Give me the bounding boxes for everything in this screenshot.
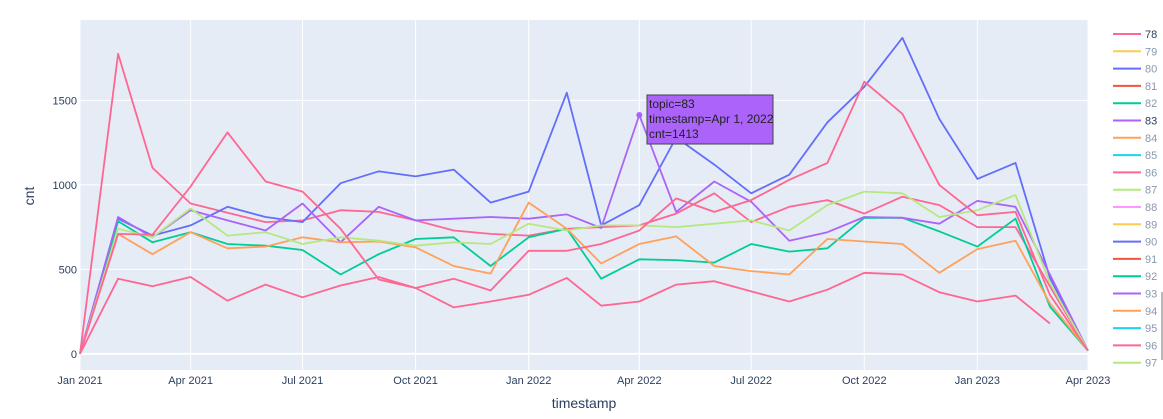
y-tick-labels: 0 500 1000 1500: [53, 95, 77, 361]
hover-point: [636, 112, 643, 119]
tooltip-box: [646, 94, 774, 145]
series-line-84[interactable]: [79, 201, 1089, 355]
legend-label: 87: [1145, 185, 1157, 197]
y-tick-label: 500: [59, 264, 77, 276]
legend-item-93[interactable]: 93: [1113, 289, 1157, 301]
series-line-83[interactable]: [79, 114, 1089, 355]
legend-item-96[interactable]: 96: [1113, 340, 1157, 352]
legend-item-87[interactable]: 87: [1113, 185, 1157, 197]
y-tick-label: 1000: [53, 180, 77, 192]
x-tick-label: Oct 2022: [842, 375, 887, 387]
legend-label: 96: [1145, 340, 1157, 352]
tooltip-line: cnt=1413: [649, 127, 699, 141]
x-tick-label: Apr 2023: [1066, 375, 1111, 387]
legend-label: 84: [1145, 133, 1157, 145]
legend-label: 95: [1145, 323, 1157, 335]
legend-item-84[interactable]: 84: [1113, 133, 1157, 145]
legend-item-80[interactable]: 80: [1113, 64, 1157, 76]
legend-item-82[interactable]: 82: [1113, 98, 1157, 110]
legend-item-85[interactable]: 85: [1113, 150, 1157, 162]
legend-label: 90: [1145, 237, 1157, 249]
series-line-96[interactable]: [79, 80, 1089, 355]
grid-lines: [79, 20, 1089, 370]
x-tick-label: Jan 2023: [955, 375, 1000, 387]
legend-label: 82: [1145, 98, 1157, 110]
series-line-87[interactable]: [79, 190, 1089, 355]
legend-item-89[interactable]: 89: [1113, 219, 1157, 231]
legend-label: 88: [1145, 202, 1157, 214]
y-axis-title: cnt: [21, 187, 37, 206]
legend-item-91[interactable]: 91: [1113, 254, 1157, 266]
y-tick-label: 0: [71, 349, 77, 361]
series-line-86[interactable]: [79, 271, 1051, 355]
legend-label: 89: [1145, 219, 1157, 231]
legend-label: 81: [1145, 81, 1157, 93]
legend-label: 92: [1145, 271, 1157, 283]
series-line-82[interactable]: [79, 216, 1089, 355]
legend-item-88[interactable]: 88: [1113, 202, 1157, 214]
legend-item-95[interactable]: 95: [1113, 323, 1157, 335]
legend-item-79[interactable]: 79: [1113, 46, 1157, 58]
legend-item-81[interactable]: 81: [1113, 81, 1157, 93]
x-tick-label: Jan 2022: [506, 375, 551, 387]
x-tick-label: Apr 2022: [617, 375, 662, 387]
x-axis-title: timestamp: [552, 395, 617, 411]
legend-label: 86: [1145, 167, 1157, 179]
legend-label: 91: [1145, 254, 1157, 266]
legend-label: 80: [1145, 64, 1157, 76]
plot-area: [80, 20, 1088, 370]
series-line-80[interactable]: [79, 36, 1089, 355]
legend-label: 85: [1145, 150, 1157, 162]
legend-label: 78: [1145, 29, 1157, 41]
legend-item-97[interactable]: 97: [1113, 358, 1157, 370]
legend-label: 97: [1145, 358, 1157, 370]
legend[interactable]: 78 79 80 81 82 83 84 85 86 87 88 89 90 91 92 93 94 95 96 97: [1113, 29, 1157, 370]
legend-label: 79: [1145, 46, 1157, 58]
legend-label: 94: [1145, 306, 1157, 318]
x-tick-label: Apr 2021: [168, 375, 213, 387]
legend-item-78[interactable]: 78: [1113, 29, 1157, 41]
legend-item-86[interactable]: 86: [1113, 167, 1157, 179]
legend-item-92[interactable]: 92: [1113, 271, 1157, 283]
x-tick-labels: Jan 2021 Apr 2021 Jul 2021 Oct 2021 Jan 2022…: [57, 375, 1110, 387]
legend-item-90[interactable]: 90: [1113, 237, 1157, 249]
tooltip-line: timestamp=Apr 1, 2022: [649, 112, 774, 126]
x-tick-label: Jan 2021: [57, 375, 102, 387]
y-tick-label: 1500: [53, 95, 77, 107]
x-tick-label: Oct 2021: [393, 375, 438, 387]
x-tick-label: Jul 2021: [282, 375, 324, 387]
series-lines[interactable]: [79, 36, 1089, 355]
x-tick-label: Jul 2022: [730, 375, 772, 387]
tooltip-line: topic=83: [649, 97, 695, 111]
legend-label: 83: [1145, 116, 1157, 128]
legend-item-83[interactable]: 83: [1113, 116, 1157, 128]
legend-item-94[interactable]: 94: [1113, 306, 1157, 318]
legend-label: 93: [1145, 289, 1157, 301]
